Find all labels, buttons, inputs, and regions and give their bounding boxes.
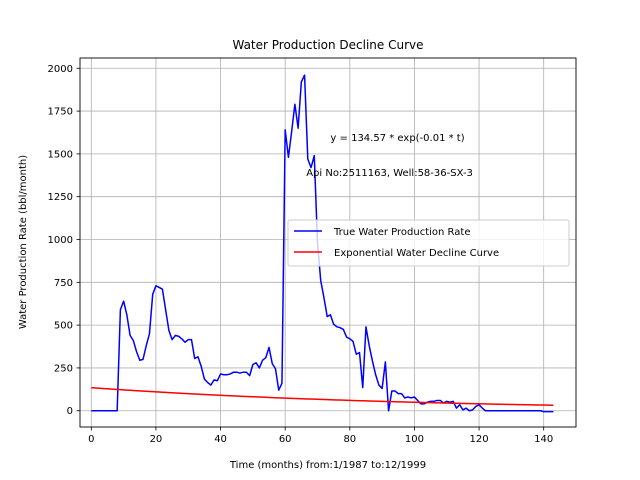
y-tick-label: 1000 <box>48 235 73 246</box>
grid <box>80 58 576 427</box>
x-tick-label: 0 <box>88 434 94 445</box>
x-tick-label: 140 <box>534 434 553 445</box>
x-axis-label: Time (months) from:1/1987 to:12/1999 <box>229 460 426 471</box>
legend: True Water Production Rate Exponential W… <box>287 219 570 267</box>
legend-label-true: True Water Production Rate <box>333 227 470 238</box>
y-tick-label: 0 <box>67 406 73 417</box>
x-tick-label: 40 <box>214 434 227 445</box>
y-axis-label: Water Production Rate (bbl/month) <box>18 155 29 329</box>
well-annotation: Api No:2511163, Well:58-36-SX-3 <box>306 168 473 179</box>
x-tick-label: 120 <box>470 434 489 445</box>
y-tick-label: 1750 <box>48 107 73 118</box>
series-layer <box>91 74 554 413</box>
y-tick-label: 250 <box>54 363 73 374</box>
x-tick-label: 60 <box>279 434 292 445</box>
chart-title: Water Production Decline Curve <box>232 38 423 52</box>
exponential-decline-line <box>91 386 554 406</box>
annotations: y = 134.57 * exp(-0.01 * t) Api No:251116… <box>306 133 473 179</box>
y-tick-label: 1500 <box>48 149 73 160</box>
legend-label-exp: Exponential Water Decline Curve <box>334 248 499 259</box>
y-tick-label: 500 <box>54 321 73 332</box>
true-production-line <box>91 74 554 413</box>
x-tick-label: 100 <box>405 434 424 445</box>
equation-annotation: y = 134.57 * exp(-0.01 * t) <box>330 133 464 144</box>
legend-box <box>287 219 570 267</box>
y-tick-label: 2000 <box>48 64 73 75</box>
y-tick-label: 750 <box>54 278 73 289</box>
y-tick-label: 1250 <box>48 192 73 203</box>
plot-frame <box>79 57 577 428</box>
ticks: 0 20 40 60 80 100 120 140 0 250 500 750 1000 1250 1500… <box>48 64 554 445</box>
x-tick-label: 80 <box>343 434 356 445</box>
x-tick-label: 20 <box>150 434 163 445</box>
